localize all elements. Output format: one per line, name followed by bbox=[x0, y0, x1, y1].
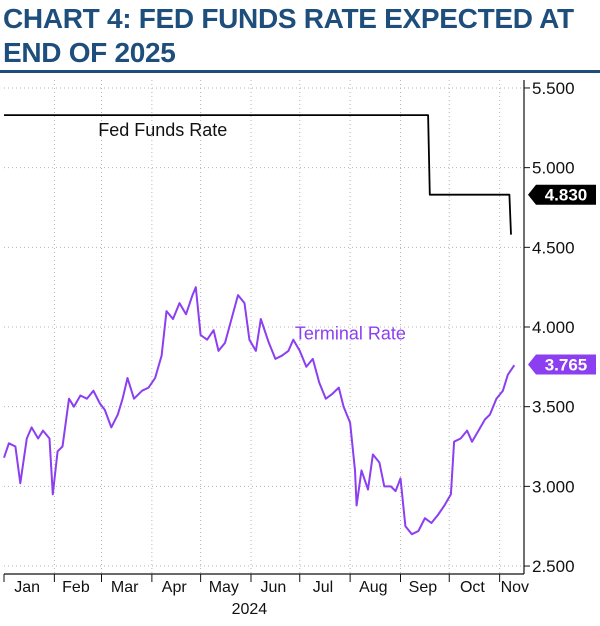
y-tick-label: 3.000 bbox=[532, 477, 575, 496]
fed-funds-rate-line bbox=[4, 114, 512, 235]
x-tick-label: Sep bbox=[409, 579, 438, 596]
series-lines bbox=[3, 114, 516, 536]
fed-funds-rate-label: Fed Funds Rate bbox=[98, 120, 227, 140]
terminal-rate-label: Terminal Rate bbox=[295, 324, 406, 344]
axes: 5.500 5.000 4.500 4.000 3.500 3.000 2.500 Jan Fe… bbox=[3, 79, 575, 618]
fed-funds-rate-value: 4.830 bbox=[545, 186, 588, 205]
terminal-rate-line bbox=[3, 286, 516, 536]
x-tick-label: Jul bbox=[313, 579, 333, 596]
x-tick-label: Mar bbox=[111, 579, 139, 596]
value-labels: Fed Funds Rate Terminal Rate 4.830 3.765 bbox=[98, 120, 596, 375]
x-tick-label: Oct bbox=[460, 579, 485, 596]
fed-funds-rate-value-tag bbox=[528, 184, 596, 205]
y-tick-label: 4.000 bbox=[532, 318, 575, 337]
title-underline bbox=[0, 70, 600, 73]
x-axis-label: 2024 bbox=[232, 601, 268, 618]
y-tick-label: 3.500 bbox=[532, 398, 575, 417]
terminal-rate-value: 3.765 bbox=[545, 355, 588, 374]
x-tick-label: May bbox=[209, 579, 239, 596]
y-tick-label: 5.500 bbox=[532, 79, 575, 98]
x-tick-label: Nov bbox=[501, 579, 529, 596]
x-tick-label: Apr bbox=[162, 579, 188, 596]
x-tick-label: Aug bbox=[359, 579, 387, 596]
x-tick-label: Feb bbox=[62, 579, 90, 596]
y-tick-label: 2.500 bbox=[532, 557, 575, 576]
terminal-rate-value-tag bbox=[528, 354, 596, 375]
y-tick-label: 5.000 bbox=[532, 159, 575, 178]
y-tick-label: 4.500 bbox=[532, 238, 575, 257]
x-tick-label: Jun bbox=[260, 579, 286, 596]
chart-title: CHART 4: FED FUNDS RATE EXPECTED AT END … bbox=[3, 3, 574, 68]
x-tick-label: Jan bbox=[14, 579, 40, 596]
